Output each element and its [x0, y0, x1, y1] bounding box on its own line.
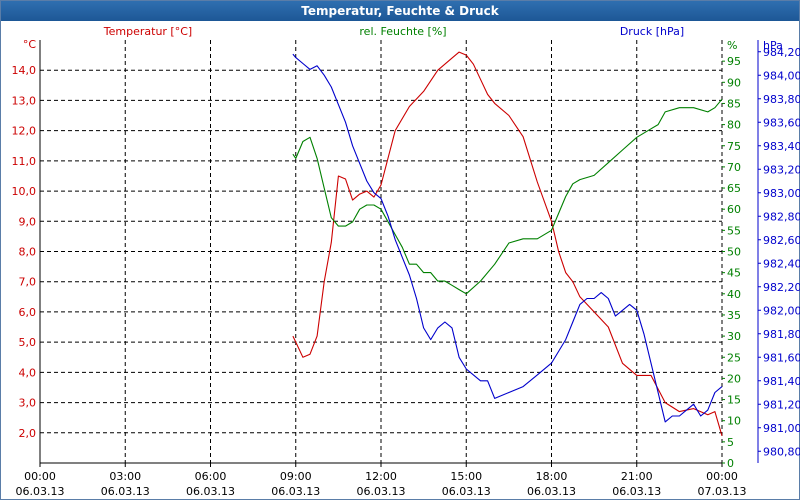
hum-tick-label: 50 — [727, 246, 741, 259]
temp-tick-label: 5,0 — [19, 336, 37, 349]
x-tick-label-time: 21:00 — [621, 470, 653, 483]
temp-tick-label: 12,0 — [12, 125, 37, 138]
chart-title: Temperatur, Feuchte & Druck — [1, 1, 799, 21]
x-tick-label-date: 06.03.13 — [101, 485, 150, 498]
hum-tick-label: 45 — [727, 267, 741, 280]
x-tick-label-date: 06.03.13 — [357, 485, 406, 498]
temp-tick-label: 6,0 — [19, 306, 37, 319]
press-unit-label: hPa — [763, 39, 783, 52]
series-layer — [292, 51, 723, 436]
temp-unit-label: °C — [23, 38, 37, 51]
hum-tick-label: 90 — [727, 76, 741, 89]
press-tick-label: 982,80 — [763, 210, 800, 223]
hum-axis-title: rel. Feuchte [%] — [359, 25, 446, 38]
press-tick-label: 981,00 — [763, 422, 800, 435]
hum-tick-label: 60 — [727, 203, 741, 216]
hum-tick-label: 20 — [727, 372, 741, 385]
press-tick-label: 981,20 — [763, 398, 800, 411]
press-tick-label: 980,80 — [763, 445, 800, 458]
temp-axis-title: Temperatur [°C] — [103, 25, 192, 38]
temp-tick-label: 4,0 — [19, 366, 37, 379]
press-tick-label: 983,20 — [763, 163, 800, 176]
hum-tick-label: 35 — [727, 309, 741, 322]
press-tick-label: 981,60 — [763, 351, 800, 364]
temp-tick-label: 8,0 — [19, 246, 37, 259]
hum-tick-label: 0 — [727, 457, 734, 470]
grid — [39, 40, 761, 467]
temp-tick-label: 3,0 — [19, 397, 37, 410]
x-tick-label-date: 06.03.13 — [527, 485, 576, 498]
x-tick-label-time: 00:00 — [24, 470, 56, 483]
temp-tick-label: 10,0 — [12, 185, 37, 198]
series-line-pressure — [292, 53, 723, 423]
press-tick-label: 982,40 — [763, 257, 800, 270]
press-tick-label: 984,00 — [763, 69, 800, 82]
temp-tick-label: 7,0 — [19, 276, 37, 289]
x-tick-label-time: 18:00 — [536, 470, 568, 483]
x-tick-label-time: 09:00 — [280, 470, 312, 483]
hum-tick-label: 70 — [727, 161, 741, 174]
hum-tick-label: 75 — [727, 140, 741, 153]
x-tick-label-time: 15:00 — [450, 470, 482, 483]
hum-tick-label: 40 — [727, 288, 741, 301]
x-tick-label-date: 06.03.13 — [442, 485, 491, 498]
x-tick-label-date: 06.03.13 — [16, 485, 65, 498]
x-tick-label-date: 06.03.13 — [271, 485, 320, 498]
x-tick-label-time: 06:00 — [195, 470, 227, 483]
x-tick-label-date: 06.03.13 — [612, 485, 661, 498]
hum-tick-label: 80 — [727, 119, 741, 132]
press-tick-label: 983,60 — [763, 116, 800, 129]
press-tick-label: 983,80 — [763, 93, 800, 106]
press-tick-label: 982,20 — [763, 281, 800, 294]
hum-tick-label: 30 — [727, 330, 741, 343]
hum-tick-label: 65 — [727, 182, 741, 195]
press-tick-label: 982,60 — [763, 234, 800, 247]
x-tick-label-date: 07.03.13 — [698, 485, 747, 498]
press-tick-label: 982,00 — [763, 304, 800, 317]
hum-unit-label: % — [727, 39, 737, 52]
temp-tick-label: 11,0 — [12, 155, 37, 168]
hum-tick-label: 95 — [727, 55, 741, 68]
x-tick-label-time: 12:00 — [365, 470, 397, 483]
series-line-temperature — [292, 51, 723, 436]
hum-tick-label: 55 — [727, 224, 741, 237]
temp-tick-label: 14,0 — [12, 64, 37, 77]
press-tick-label: 981,80 — [763, 328, 800, 341]
hum-tick-label: 25 — [727, 351, 741, 364]
press-tick-label: 984,20 — [763, 46, 800, 59]
hum-tick-label: 5 — [727, 436, 734, 449]
hum-tick-label: 10 — [727, 415, 741, 428]
press-axis-title: Druck [hPa] — [620, 25, 684, 38]
hum-tick-label: 85 — [727, 97, 741, 110]
x-tick-label-time: 03:00 — [109, 470, 141, 483]
x-tick-label-time: 00:00 — [706, 470, 738, 483]
press-tick-label: 983,00 — [763, 187, 800, 200]
axis-labels: 00:00 06.03.13 03:00 06.03.13 06:00 06.03.13 0… — [12, 25, 800, 498]
press-tick-label: 981,40 — [763, 375, 800, 388]
press-tick-label: 983,40 — [763, 140, 800, 153]
temp-tick-label: 13,0 — [12, 94, 37, 107]
x-tick-label-date: 06.03.13 — [186, 485, 235, 498]
temp-tick-label: 2,0 — [19, 427, 37, 440]
hum-tick-label: 15 — [727, 394, 741, 407]
temp-tick-label: 9,0 — [19, 215, 37, 228]
series-line-humidity — [292, 98, 723, 295]
